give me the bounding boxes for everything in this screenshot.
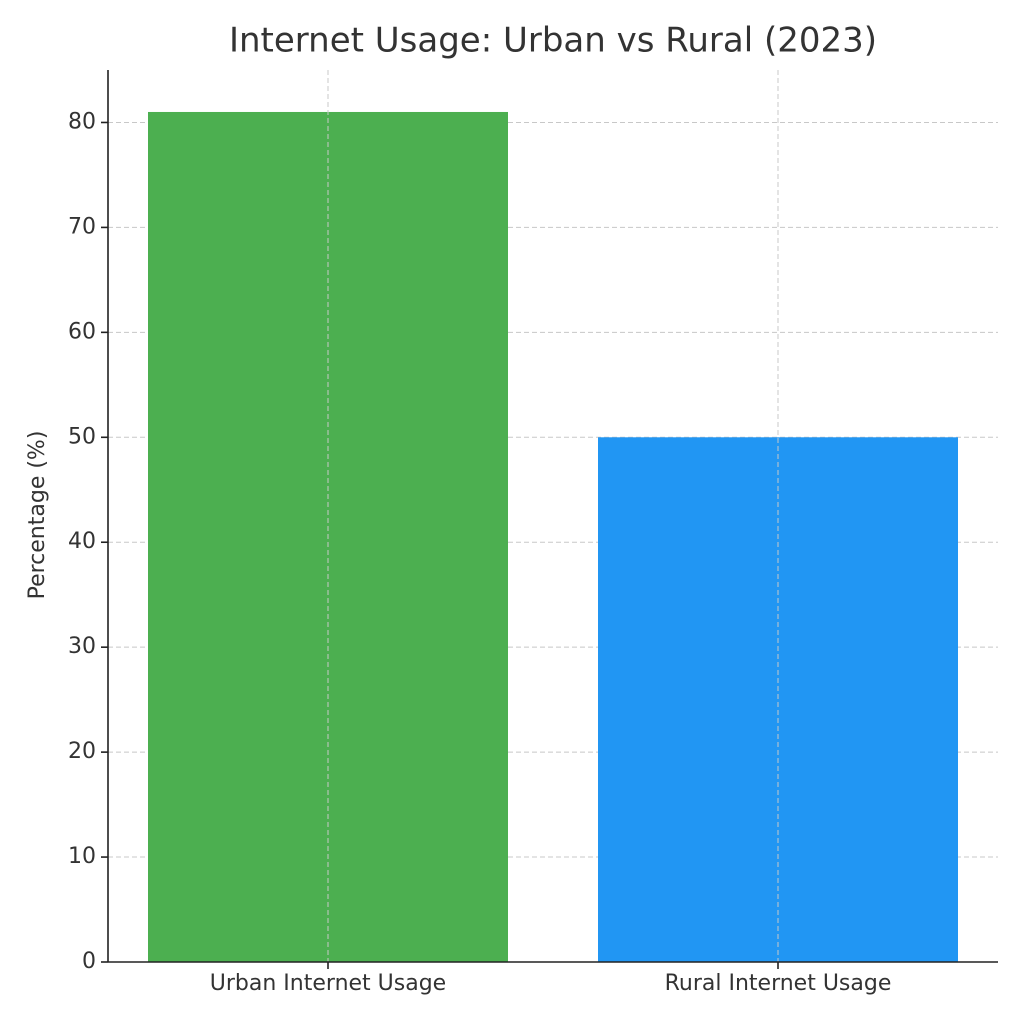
y-tick-label: 60 <box>68 319 96 344</box>
y-tick-label: 10 <box>68 844 96 869</box>
y-tick-label: 50 <box>68 424 96 449</box>
y-tick-label: 30 <box>68 634 96 659</box>
y-tick-label: 80 <box>68 109 96 134</box>
y-tick-label: 20 <box>68 739 96 764</box>
bar <box>598 437 958 962</box>
y-axis-label: Percentage (%) <box>25 431 50 600</box>
y-tick-label: 40 <box>68 529 96 554</box>
y-tick-label: 70 <box>68 214 96 239</box>
x-tick-label: Urban Internet Usage <box>210 971 446 996</box>
x-tick-label: Rural Internet Usage <box>665 971 892 996</box>
chart-title: Internet Usage: Urban vs Rural (2023) <box>229 21 877 61</box>
y-tick-label: 0 <box>82 949 96 974</box>
